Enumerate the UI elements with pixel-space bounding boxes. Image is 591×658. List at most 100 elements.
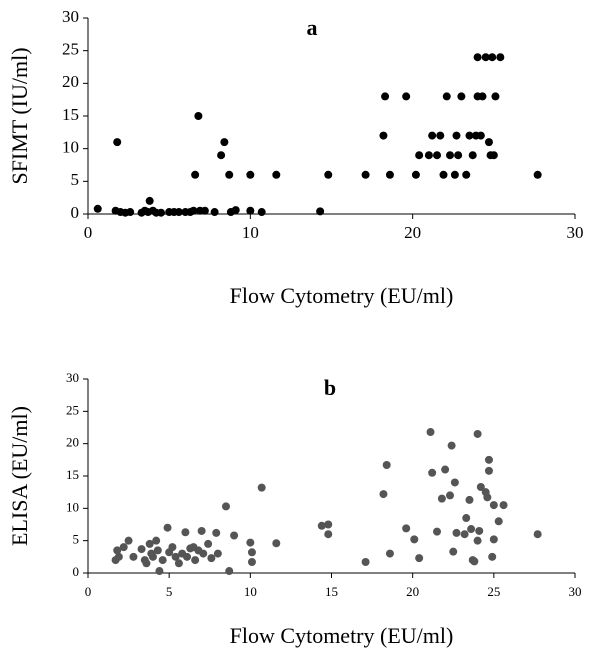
data-point [145,539,154,548]
data-point [446,151,455,160]
data-point [489,151,498,160]
data-point [533,530,542,539]
data-point [410,535,419,544]
data-point [447,441,456,450]
chart-title: a [307,15,318,40]
y-tick-label: 0 [71,203,80,222]
data-point [194,112,203,120]
data-point [496,53,505,62]
data-point [324,530,333,539]
data-point [145,196,154,205]
data-point [191,556,200,565]
x-tick-label: 25 [487,584,500,599]
data-point [481,53,490,62]
y-tick-label: 5 [73,532,80,547]
data-point [210,208,219,217]
data-point [473,429,482,438]
data-point [446,491,455,500]
data-point [247,548,256,557]
data-point [197,526,206,535]
data-point [221,502,230,511]
x-tick-label: 20 [404,223,421,242]
data-point [491,92,500,101]
data-point [174,559,183,568]
data-point [478,92,487,101]
data-point [225,567,234,576]
data-point [207,554,216,563]
data-point [499,501,508,510]
data-point [316,207,325,216]
data-point [246,170,255,179]
data-point [439,170,448,179]
data-point [257,483,266,492]
data-point [361,170,370,179]
data-point [426,428,435,437]
data-point [476,482,485,491]
y-tick-label: 25 [62,40,79,59]
data-point [324,520,333,529]
y-axis-label: ELISA (EU/ml) [7,406,32,546]
data-point [424,151,433,160]
data-point [191,170,200,179]
data-point [470,557,479,566]
data-point [385,170,394,179]
y-tick-label: 15 [66,467,79,482]
data-point [217,151,226,160]
x-tick-label: 30 [569,584,582,599]
data-point [428,131,437,140]
data-point [213,549,222,558]
data-point [462,514,471,523]
data-point [168,543,177,552]
x-tick-label: 10 [244,584,257,599]
data-point [113,138,122,147]
x-tick-label: 0 [85,584,92,599]
data-point [488,53,497,62]
chart-title: b [324,375,336,400]
data-point [231,206,240,215]
y-tick-label: 0 [73,564,80,579]
data-point [204,539,213,548]
y-tick-label: 25 [66,402,79,417]
data-point [137,545,146,554]
data-point [475,526,484,535]
y-tick-label: 5 [71,170,80,189]
data-point [385,549,394,558]
y-tick-label: 30 [62,7,79,26]
data-point [199,549,208,558]
data-point [129,552,138,561]
data-point [484,466,493,475]
data-point [402,92,411,101]
data-point [473,53,482,62]
data-point [483,493,492,502]
x-tick-label: 0 [84,223,93,242]
data-point [450,478,459,487]
data-point [181,528,190,537]
data-point [158,556,167,565]
x-tick-label: 15 [325,584,338,599]
data-point [183,552,192,561]
data-point [462,170,471,179]
data-point [247,558,256,567]
data-point [317,521,326,530]
data-point [157,208,166,217]
data-point [533,170,542,179]
data-point [124,536,133,545]
data-point [433,151,442,160]
x-axis-label: Flow Cytometry (EU/ml) [230,623,454,648]
data-point [212,528,221,537]
data-point [189,206,198,215]
data-point [484,138,493,147]
data-point [225,170,234,179]
y-tick-label: 10 [62,138,79,157]
data-point [174,208,183,217]
y-tick-label: 10 [66,499,79,514]
data-point [272,539,281,548]
data-point [452,131,461,140]
data-point [114,552,123,561]
data-point [246,538,255,547]
data-point [324,170,333,179]
x-tick-label: 10 [242,223,259,242]
data-point [379,131,388,140]
data-point [411,170,420,179]
data-point [476,131,485,140]
